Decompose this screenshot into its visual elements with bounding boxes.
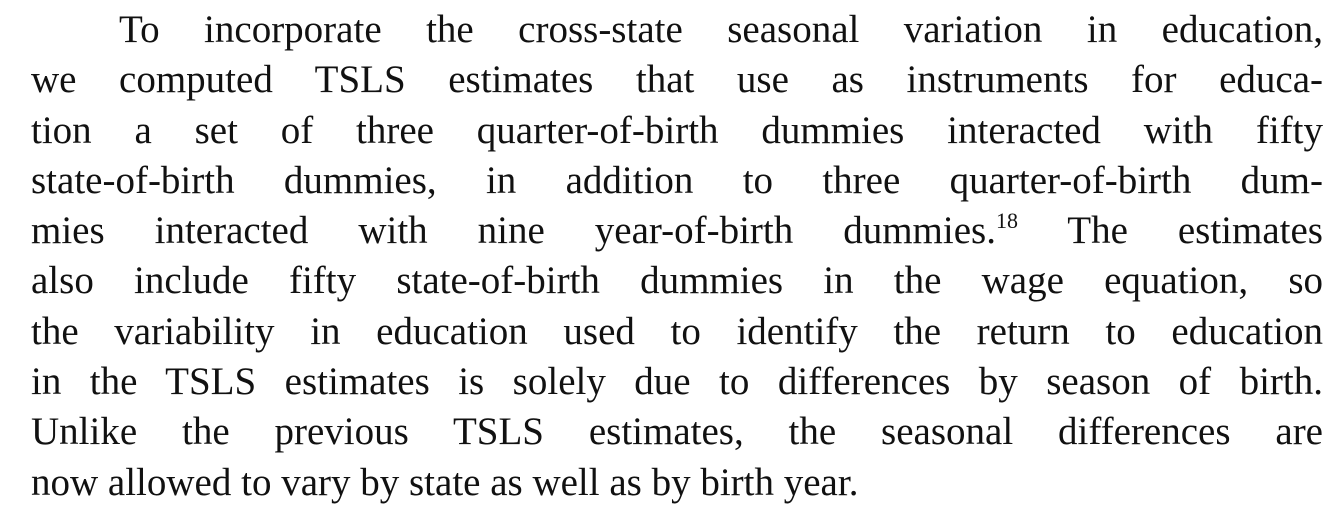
text-line-with-footnote: mies interacted with nine year-of-birth …	[31, 206, 1323, 256]
text-line: Unlike the previous TSLS estimates, the …	[31, 410, 1323, 454]
text-line: we computed TSLS estimates that use as i…	[31, 58, 1323, 102]
text-line: now allowed to vary by state as well as …	[31, 460, 859, 504]
text-line: To incorporate the cross-state seasonal …	[119, 8, 1323, 51]
text-line: also include fifty state-of-birth dummie…	[31, 259, 1323, 303]
text-line: tion a set of three quarter-of-birth dum…	[31, 108, 1323, 152]
text-segment: mies interacted with nine year-of-birth …	[31, 209, 996, 253]
text-line: the variability in education used to ide…	[31, 309, 1323, 353]
text-line: in the TSLS estimates is solely due to d…	[31, 360, 1323, 404]
text-segment: The estimates	[1017, 209, 1323, 253]
body-paragraph: To incorporate the cross-state seasonal …	[31, 5, 1323, 508]
footnote-marker[interactable]: 18	[995, 208, 1018, 234]
text-line: state-of-birth dummies, in addition to t…	[31, 158, 1323, 202]
